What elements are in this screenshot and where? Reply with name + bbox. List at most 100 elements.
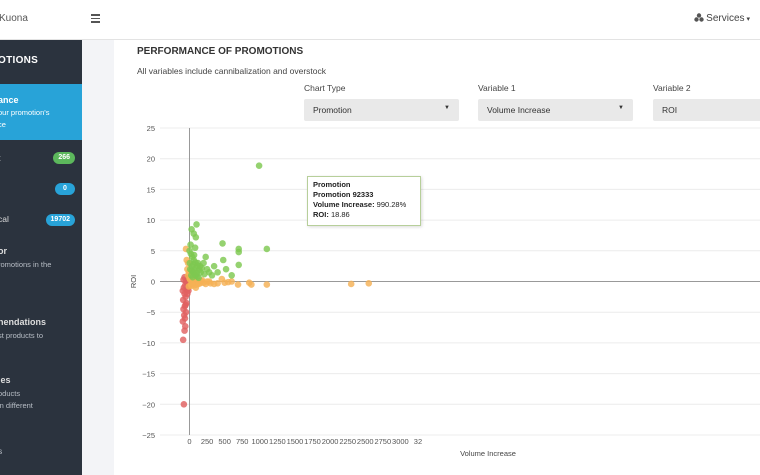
chart-tooltip: Promotion Promotion 92333 Volume Increas… [307,176,421,226]
count-badge: 19702 [45,214,75,226]
data-point [202,253,209,261]
data-point [347,280,355,288]
services-dropdown[interactable]: Services ▾ [694,13,750,24]
sidebar-item-desc: in different [0,401,33,410]
data-point [181,315,189,322]
page-title: PERFORMANCE OF PROMOTIONS [137,46,304,57]
variable1-select[interactable]: Volume Increase ▼ [478,99,633,121]
sidebar-item-upcoming[interactable]: 0 [0,179,82,199]
data-point [180,401,188,408]
hamburger-menu-icon[interactable] [91,12,101,24]
variable2-label: Variable 2 [653,83,691,93]
data-point [198,264,206,272]
data-point [365,280,373,287]
data-point [181,323,189,330]
x-tick-label: 0 [187,437,191,446]
chart-type-select[interactable]: Promotion ▼ [304,99,459,121]
x-tick-label: 250 [201,437,214,446]
y-tick-label: −20 [142,400,155,409]
data-point [192,284,200,291]
x-tick-label: 1250 [269,437,286,446]
data-point [248,281,255,288]
data-point [224,278,232,286]
data-point [210,280,218,288]
count-badge: 0 [55,183,75,195]
data-point [218,275,226,283]
tooltip-vol-label: Volume Increase [313,200,373,209]
data-point [179,336,187,344]
data-point [228,272,235,279]
sidebar-item-settings[interactable]: s [0,443,82,461]
y-tick-label: 20 [147,155,155,164]
brand-name: Kuona [0,13,28,24]
y-tick-label: 0 [151,278,155,287]
y-tick-label: 15 [147,185,155,194]
sidebar-item-label: s [0,446,3,456]
sidebar-item-label: or [0,246,7,256]
tooltip-promotion: Promotion 92333 [313,190,374,199]
x-tick-label: 750 [236,437,249,446]
y-tick-label: 10 [147,216,155,225]
x-tick-label: 2750 [374,437,391,446]
sidebar-item-label: cal [0,214,9,224]
data-point [222,265,230,273]
tooltip-roi-value: 18.86 [330,210,350,219]
sidebar-item-opportunities[interactable]: ies oducts in different [0,371,82,417]
data-point [193,221,200,228]
y-tick-label: −15 [142,370,155,379]
brand-area: Kuona [0,0,82,40]
data-point [219,256,227,264]
data-point [189,273,196,281]
sidebar-item-desc: our promotion's [0,108,50,117]
data-point [214,268,221,276]
x-tick-label: 1000 [251,437,268,446]
variable2-value: ROI [662,105,678,115]
y-tick-label: 5 [151,247,155,256]
data-point [190,251,198,259]
sidebar: OTIONS ance our promotion's ce t 266 0 c… [0,0,82,475]
data-point [235,261,243,269]
data-point [187,241,194,248]
page-subtitle: All variables include cannibalization an… [137,66,326,76]
sidebar-item-performance[interactable]: ance our promotion's ce [0,84,82,140]
data-point [205,278,213,285]
sidebar-item-label: t [0,153,1,163]
sidebar-item-label: nendations [0,317,47,327]
top-bar: Services ▾ [82,0,760,40]
y-tick-label: −10 [142,339,155,348]
sidebar-item-current[interactable]: t 266 [0,148,82,168]
caret-down-icon: ▼ [618,105,624,111]
y-tick-label: −25 [142,431,155,440]
sidebar-item-desc: st products to [0,331,44,340]
sidebar-item-desc: romotions in the [0,260,52,269]
data-point [200,270,208,278]
caret-down-icon: ▾ [744,16,750,23]
x-tick-label: 2250 [339,437,356,446]
sidebar-item-historical[interactable]: cal 19702 [0,210,82,230]
x-axis-title: Volume Increase [460,449,516,458]
tooltip-roi-label: ROI [313,210,327,219]
data-point [182,301,189,309]
data-point [208,272,216,279]
x-tick-label: 1750 [304,437,321,446]
y-tick-label: 25 [147,124,155,133]
sidebar-title: OTIONS [0,55,39,66]
sidebar-item-label: ies [0,375,11,385]
sidebar-item-simulator[interactable]: or romotions in the [0,243,82,279]
variable1-value: Volume Increase [487,105,551,115]
services-icon [694,13,704,22]
sidebar-item-recommendations[interactable]: nendations st products to [0,314,82,350]
variable1-label: Variable 1 [478,83,516,93]
variable2-select[interactable]: ROI [653,99,760,121]
y-tick-label: −5 [146,308,155,317]
data-point [263,281,271,288]
data-point [210,262,218,270]
data-point [192,233,200,241]
count-badge: 266 [53,152,75,164]
chart-type-label: Chart Type [304,83,346,93]
chart-type-value: Promotion [313,105,352,115]
data-point [219,240,226,247]
tooltip-vol-value: 990.28% [376,200,407,209]
x-tick-label: 32 [414,437,422,446]
data-point [255,162,263,169]
